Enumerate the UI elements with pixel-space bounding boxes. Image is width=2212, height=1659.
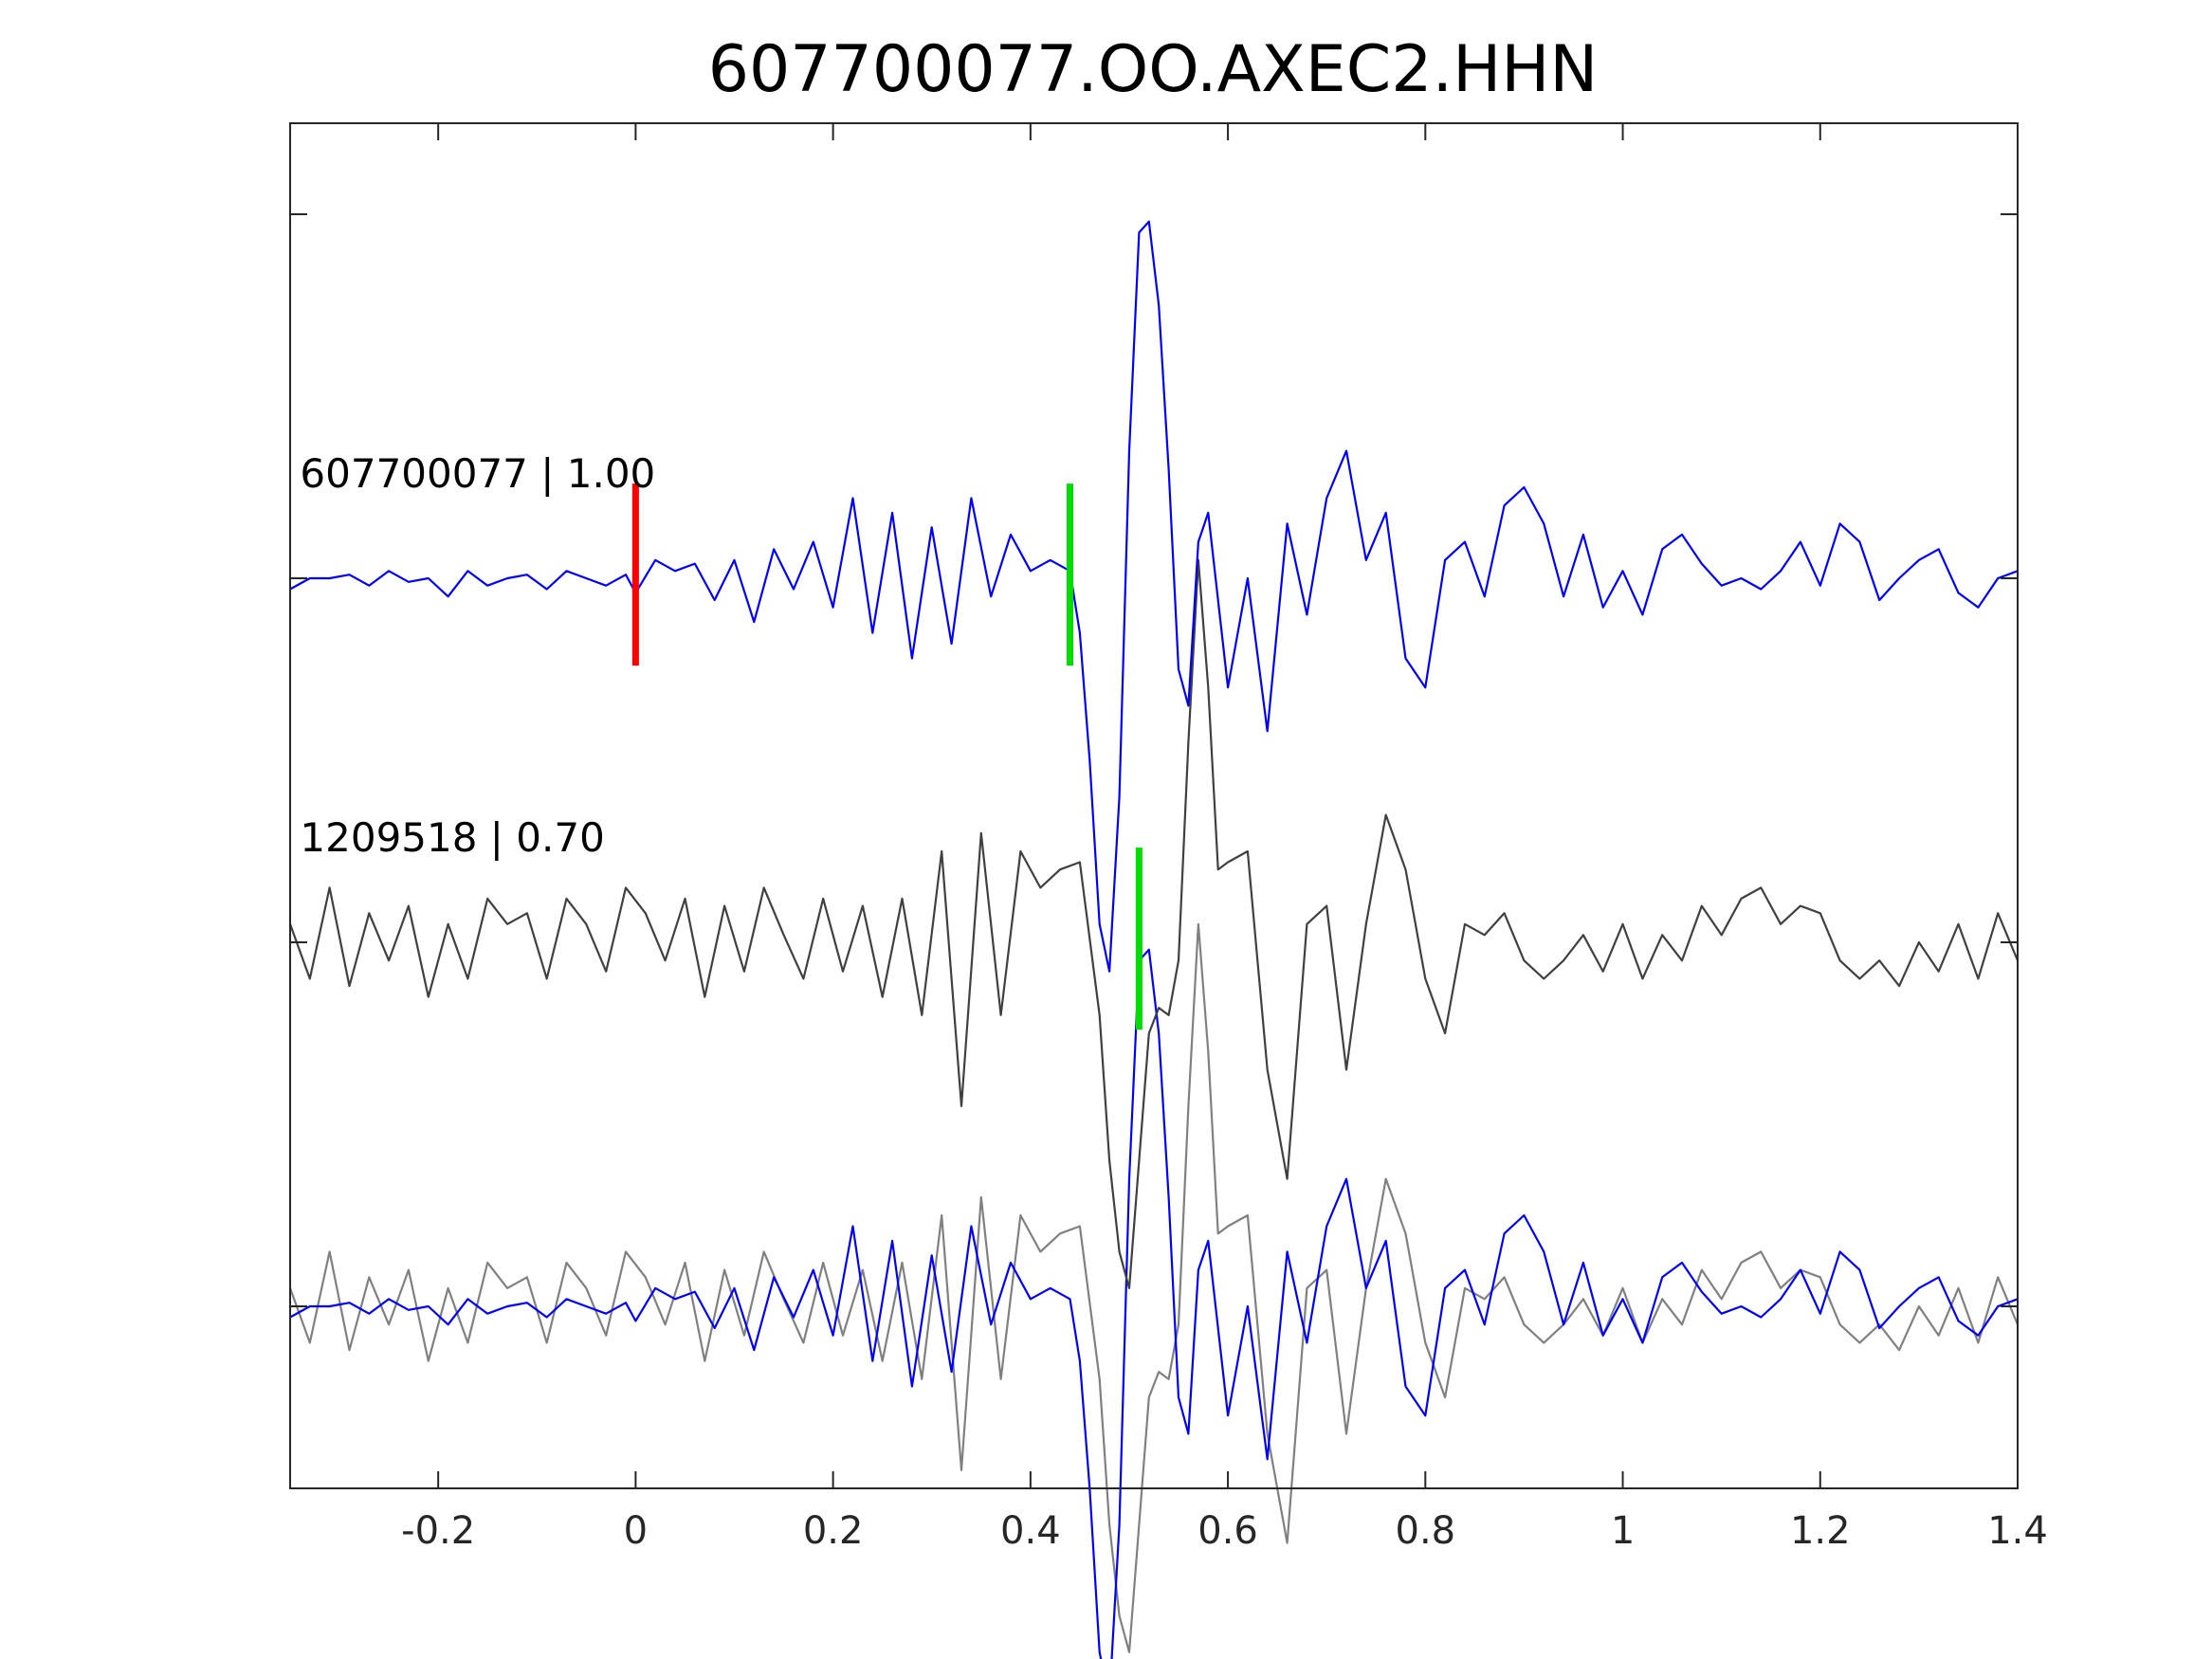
axes-layer: -0.2 0 0.2 0.4 0.6 0.8 1 1.2 1.4 [289, 122, 2048, 1553]
x-tick-label: 0 [624, 1509, 648, 1553]
x-tick-label: 1 [1611, 1509, 1635, 1553]
x-tick-label: 0.8 [1396, 1509, 1456, 1553]
trace-overlay-detection [288, 922, 2020, 1653]
trace-detection [288, 558, 2020, 1289]
trace-label: 1209518 | 0.70 [300, 814, 604, 861]
trace-template [289, 220, 2019, 973]
trace-overlay-template [289, 948, 2019, 1659]
x-tick-label: 0.2 [803, 1509, 864, 1553]
axes-box [289, 122, 2019, 1489]
x-tick-label: 1.4 [1987, 1509, 2048, 1553]
traces-layer [288, 220, 2020, 1659]
x-tick-label: 1.2 [1790, 1509, 1851, 1553]
x-tick-label: -0.2 [401, 1509, 475, 1553]
picks-layer [631, 483, 1143, 1030]
trace-label: 607700077 | 1.00 [300, 450, 655, 497]
x-tick-label: 0.4 [1000, 1509, 1061, 1553]
x-tick-label: 0.6 [1197, 1509, 1258, 1553]
chart-title: 607700077.OO.AXEC2.HHN [708, 32, 1598, 107]
trace-labels-layer: 607700077 | 1.00 1209518 | 0.70 [300, 450, 655, 861]
